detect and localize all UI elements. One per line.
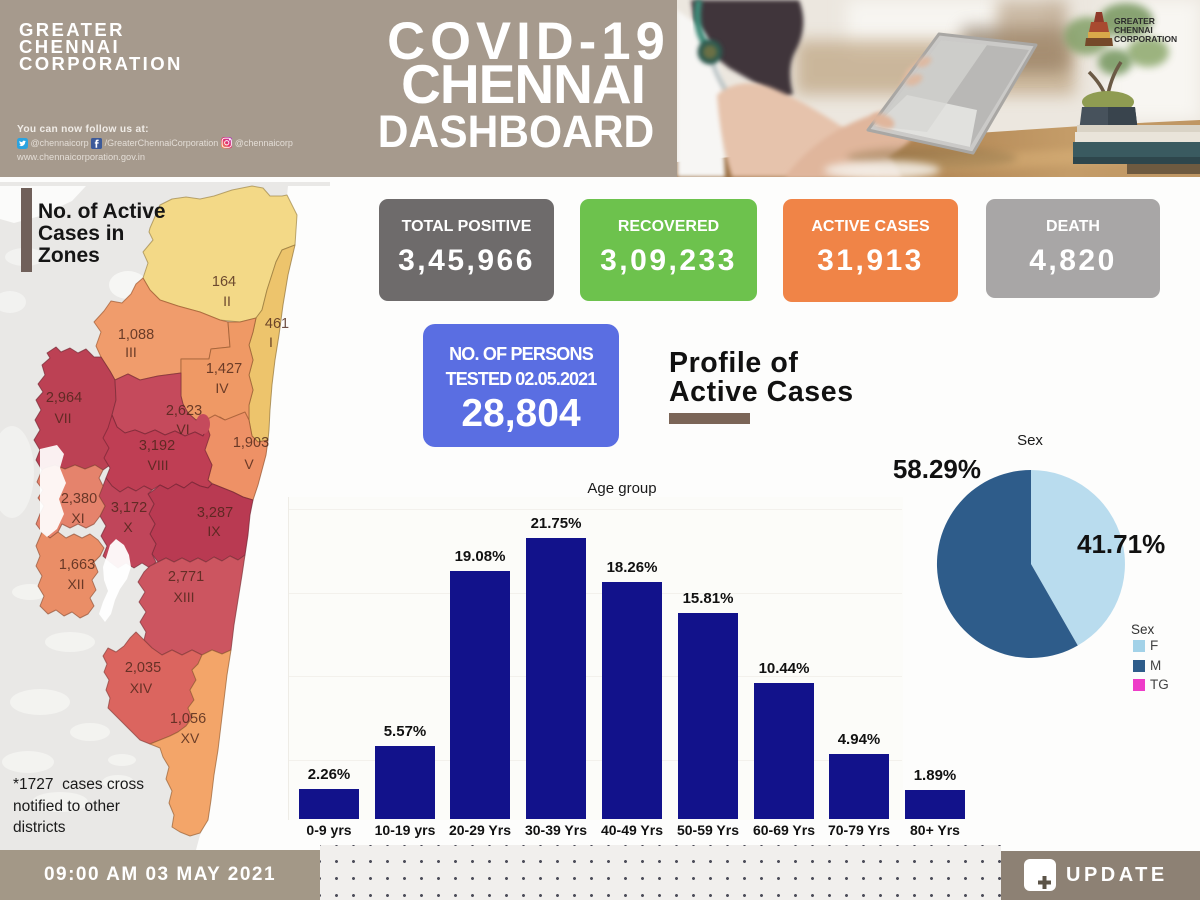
svg-text:58.29%: 58.29% bbox=[893, 454, 981, 484]
svg-text:VIII: VIII bbox=[147, 457, 168, 473]
svg-text:IX: IX bbox=[207, 523, 221, 539]
svg-text:1,903: 1,903 bbox=[233, 435, 269, 451]
svg-text:3,287: 3,287 bbox=[197, 505, 233, 521]
svg-text:CORPORATION: CORPORATION bbox=[1114, 34, 1177, 44]
svg-text:Cases in: Cases in bbox=[38, 222, 124, 245]
svg-text:2,623: 2,623 bbox=[166, 403, 202, 419]
svg-text:Sex: Sex bbox=[1017, 432, 1043, 449]
svg-text:III: III bbox=[125, 344, 137, 360]
svg-text:3,192: 3,192 bbox=[139, 438, 175, 454]
svg-text:XIV: XIV bbox=[130, 680, 153, 696]
svg-text:1,056: 1,056 bbox=[170, 711, 206, 727]
svg-text:VI: VI bbox=[176, 421, 189, 437]
svg-text:VII: VII bbox=[54, 410, 71, 426]
svg-text:IV: IV bbox=[215, 380, 229, 396]
svg-text:Zones: Zones bbox=[38, 244, 100, 267]
svg-text:1,427: 1,427 bbox=[206, 361, 242, 377]
svg-text:V: V bbox=[244, 456, 254, 472]
svg-text:TG: TG bbox=[1150, 677, 1169, 692]
svg-text:2,035: 2,035 bbox=[125, 660, 161, 676]
svg-text:I: I bbox=[269, 334, 273, 350]
svg-text:41.71%: 41.71% bbox=[1077, 529, 1165, 559]
svg-text:GREATER: GREATER bbox=[1114, 16, 1155, 26]
svg-text:164: 164 bbox=[212, 274, 236, 290]
svg-text:2,380: 2,380 bbox=[61, 491, 97, 507]
svg-text:3,172: 3,172 bbox=[111, 500, 147, 516]
svg-text:M: M bbox=[1150, 658, 1161, 673]
svg-text:Sex: Sex bbox=[1131, 622, 1155, 637]
svg-text:XII: XII bbox=[67, 576, 84, 592]
svg-text:2,964: 2,964 bbox=[46, 390, 82, 406]
svg-text:1,088: 1,088 bbox=[118, 327, 154, 343]
svg-text:II: II bbox=[223, 293, 231, 309]
svg-text:No. of Active: No. of Active bbox=[38, 200, 166, 223]
svg-text:XV: XV bbox=[181, 730, 200, 746]
svg-text:CHENNAI: CHENNAI bbox=[1114, 25, 1153, 35]
svg-text:F: F bbox=[1150, 638, 1158, 653]
svg-text:X: X bbox=[123, 519, 133, 535]
svg-text:461: 461 bbox=[265, 316, 289, 332]
svg-text:XI: XI bbox=[71, 510, 84, 526]
svg-text:1,663: 1,663 bbox=[59, 557, 95, 573]
svg-text:XIII: XIII bbox=[173, 589, 194, 605]
svg-text:2,771: 2,771 bbox=[168, 569, 204, 585]
